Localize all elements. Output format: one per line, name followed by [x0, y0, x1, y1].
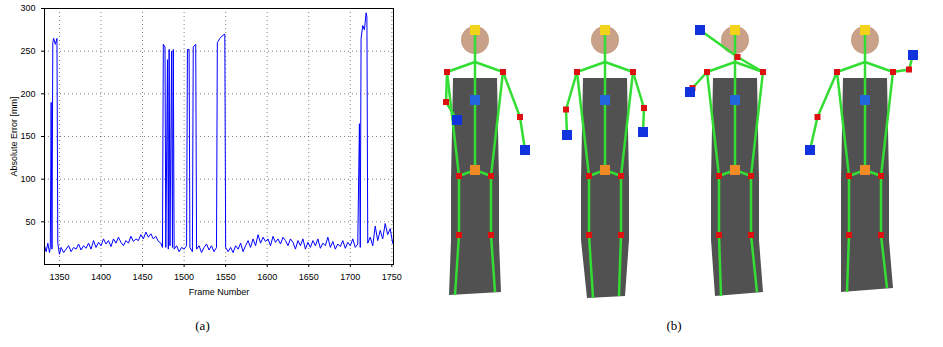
html-text:(b): (b)	[666, 318, 682, 333]
svg-text:100: 100	[20, 174, 35, 184]
svg-text:1600: 1600	[257, 272, 277, 282]
svg-text:300: 300	[20, 3, 35, 13]
svg-text:50: 50	[25, 217, 35, 227]
svg-text:200: 200	[20, 89, 35, 99]
svg-text:1750: 1750	[382, 272, 402, 282]
svg-text:1450: 1450	[133, 272, 153, 282]
svg-text:1350: 1350	[49, 272, 69, 282]
svg-text:Frame Number: Frame Number	[189, 287, 250, 297]
html-text:(a): (a)	[195, 318, 210, 333]
svg-text:250: 250	[20, 46, 35, 56]
svg-text:1500: 1500	[174, 272, 194, 282]
svg-text:1550: 1550	[216, 272, 236, 282]
svg-text:Absolute Error [mm]: Absolute Error [mm]	[9, 96, 19, 176]
svg-text:1650: 1650	[299, 272, 319, 282]
svg-text:1400: 1400	[91, 272, 111, 282]
svg-text:1700: 1700	[340, 272, 360, 282]
svg-text:150: 150	[20, 131, 35, 141]
